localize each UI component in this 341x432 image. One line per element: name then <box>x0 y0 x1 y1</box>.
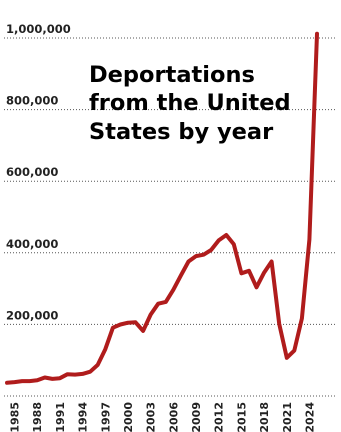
y-axis-tick-labels: 200,000 400,000 600,000 800,000 1,000,000 <box>6 22 71 322</box>
x-tick-label: 2018 <box>258 402 271 432</box>
gridlines <box>4 37 335 397</box>
x-tick-label: 1988 <box>31 402 44 432</box>
series-lines <box>5 31 319 385</box>
x-axis-tick-labels: 1985 1988 1991 1994 1997 2000 2003 2006 2009 2012… <box>9 402 317 432</box>
y-tick-label: 200,000 <box>6 308 58 322</box>
y-tick-label: 1,000,000 <box>6 22 71 36</box>
x-tick-label: 2003 <box>145 402 158 432</box>
x-tick-label: 1994 <box>77 402 90 432</box>
chart-title-line-3: States by year <box>89 119 274 145</box>
y-tick-label: 400,000 <box>6 237 58 251</box>
x-tick-label: 1985 <box>9 402 22 432</box>
x-tick-label: 2009 <box>190 402 203 432</box>
y-tick-label: 800,000 <box>6 94 58 108</box>
chart-title-line-2: from the United <box>89 90 291 116</box>
chart-title: Deportations from the United States by y… <box>89 62 298 145</box>
x-tick-label: 2006 <box>167 402 180 432</box>
x-tick-label: 2021 <box>281 402 294 432</box>
x-tick-label: 1991 <box>54 402 67 432</box>
x-tick-label: 2015 <box>235 402 248 432</box>
y-tick-label: 600,000 <box>6 165 58 179</box>
x-tick-label: 2024 <box>303 402 316 432</box>
chart-title-line-1: Deportations <box>89 62 255 88</box>
series-line-0 <box>5 31 319 385</box>
x-tick-label: 2000 <box>122 402 135 432</box>
x-tick-label: 2012 <box>213 402 226 432</box>
x-tick-label: 1997 <box>99 402 112 432</box>
